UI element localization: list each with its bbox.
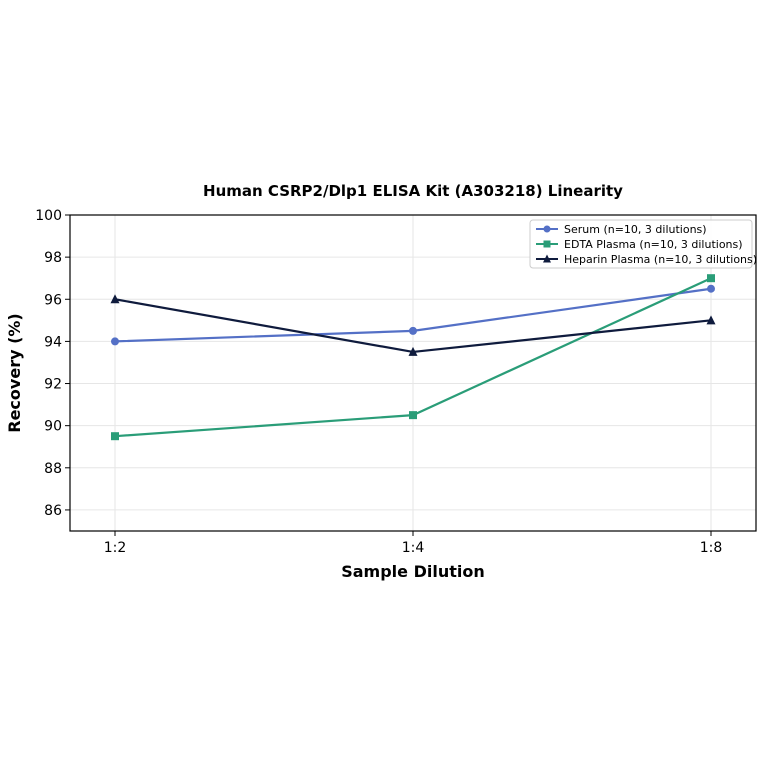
data-point-square [707,274,715,283]
legend: Serum (n=10, 3 dilutions) EDTA Plasma (n=… [529,219,757,269]
data-point-triangle [543,254,551,263]
chart-title: Human CSRP2/Dlp1 ELISA Kit (A303218) Lin… [203,182,623,200]
y-tick-label: 98 [44,250,62,266]
data-point-circle [543,225,551,233]
legend-entry: Heparin Plasma (n=10, 3 dilutions) [536,253,757,266]
legend-label: EDTA Plasma (n=10, 3 dilutions) [564,238,743,251]
y-tick-label: 100 [35,208,62,224]
data-point-triangle [706,315,716,325]
y-tick-label: 86 [44,503,62,519]
data-point-square [543,240,551,248]
y-tick-label: 88 [44,461,62,477]
data-point-triangle [110,294,120,304]
x-tick-label: 1:8 [700,540,723,556]
series-1 [111,284,715,346]
data-point-circle [111,337,119,346]
grid-lines [70,215,756,531]
y-tick-label: 94 [44,334,62,350]
y-tick-label: 96 [44,292,62,308]
data-point-square [111,432,119,441]
data-series [110,274,716,441]
x-tick-label: 1:4 [402,540,425,556]
y-tick-label: 90 [44,419,62,435]
legend-entry: EDTA Plasma (n=10, 3 dilutions) [536,238,743,251]
x-axis-label: Sample Dilution [341,562,485,581]
plot-frame [69,214,757,532]
axis-ticks: 86 88 90 92 94 96 98 100 1:2 1:4 1:8 [35,208,722,556]
series-3 [110,294,716,356]
data-point-circle [707,284,715,293]
y-axis-label: Recovery (%) [5,313,24,432]
series-2 [111,274,715,441]
legend-box [529,219,753,269]
y-tick-label: 92 [44,377,62,393]
legend-entry: Serum (n=10, 3 dilutions) [536,223,707,236]
legend-label: Heparin Plasma (n=10, 3 dilutions) [564,253,757,266]
legend-label: Serum (n=10, 3 dilutions) [564,223,707,236]
x-tick-label: 1:2 [104,540,127,556]
data-point-circle [409,326,417,335]
data-point-triangle [408,346,418,356]
data-point-square [409,411,417,420]
